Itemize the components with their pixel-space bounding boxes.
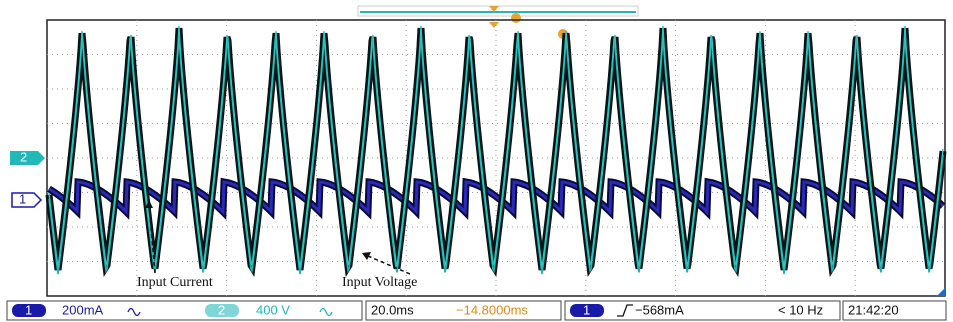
trigger-frequency: < 10 Hz (778, 302, 823, 317)
delay: −14.8000ms (456, 302, 528, 317)
voltage-annotation: Input Voltage (342, 275, 417, 290)
ch2-marker (10, 151, 45, 165)
ch1-badge-label: 1 (25, 302, 32, 317)
ch2-marker-label: 2 (20, 149, 27, 164)
ch2-badge-label: 2 (218, 302, 225, 317)
ch1-marker (12, 193, 41, 207)
trigger-level: −568mA (635, 302, 684, 317)
delay-marker (511, 13, 521, 23)
clock: 21:42:20 (848, 302, 899, 317)
ch2-scale: 400 V (256, 302, 290, 317)
current-annotation: Input Current (137, 275, 213, 290)
ch1-marker-label: 1 (19, 191, 26, 206)
timebase: 20.0ms (371, 302, 414, 317)
trigger-channel: 1 (583, 302, 590, 317)
channel-box (7, 301, 362, 320)
oscilloscope-screen: 2 1 Input Current Input Voltage 1 200mA … (0, 0, 953, 322)
ch1-scale: 200mA (62, 302, 104, 317)
